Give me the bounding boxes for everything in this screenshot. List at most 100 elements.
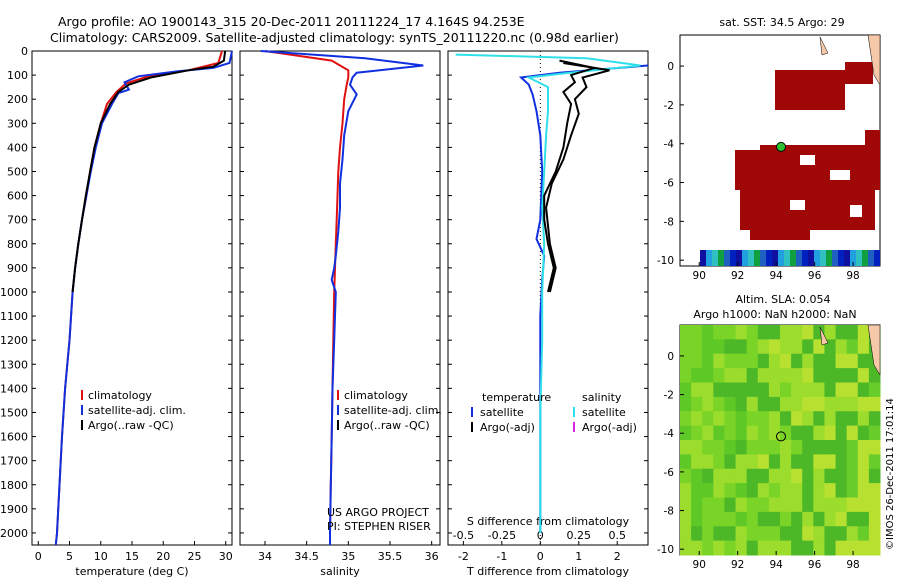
y-tick-label: 300 <box>7 117 28 130</box>
y-tick-label: 1800 <box>0 479 28 492</box>
sla-cell <box>680 411 692 427</box>
sla-cell <box>757 382 770 398</box>
sla-cell <box>813 468 825 484</box>
sst-strip-cell <box>700 250 706 266</box>
map-x-tick-label: 98 <box>846 270 859 282</box>
sla-cell <box>691 368 703 383</box>
series-line-difference-2 <box>543 59 599 293</box>
sla-cell <box>846 411 859 427</box>
sst-strip-cell <box>712 250 718 266</box>
sla-cell <box>691 440 703 455</box>
sla-cell <box>813 440 825 455</box>
argo-position-marker <box>776 141 787 152</box>
sla-cell <box>746 468 759 484</box>
sla-cell <box>780 353 792 369</box>
credit-pi: PI: STEPHEN RISER <box>327 520 431 533</box>
map-x-tick-label: 96 <box>808 270 822 282</box>
sla-cell <box>846 540 859 556</box>
legend-label: Argo(-adj) <box>582 421 637 434</box>
salinity-tick-label: -0.5 <box>453 529 474 542</box>
x-tick-label: 0 <box>537 550 544 563</box>
map-y-tick-label: -2 <box>664 390 674 402</box>
sst-cells <box>735 62 880 240</box>
map-y-tick-label: -10 <box>657 544 674 556</box>
sla-cell <box>791 511 803 527</box>
sla-cell <box>724 382 737 398</box>
sla-cell <box>824 468 837 484</box>
sla-cell <box>802 454 814 470</box>
sla-field <box>680 325 881 556</box>
credit-project: US ARGO PROJECT <box>327 506 429 519</box>
sla-cell <box>702 440 714 455</box>
x-tick-label: 25 <box>188 550 202 563</box>
sla-cell <box>680 325 692 340</box>
sla-cell <box>746 511 759 527</box>
y-tick-label: 2000 <box>0 527 28 540</box>
sla-cell <box>768 339 781 355</box>
sla-cell <box>857 368 870 383</box>
map-y-tick-label: 0 <box>667 61 674 73</box>
sst-strip-cell <box>838 250 844 266</box>
sla-cell <box>813 353 825 369</box>
sla-cell <box>724 411 737 427</box>
sla-cell <box>702 497 714 513</box>
sla-cell <box>791 440 803 455</box>
sla-cell <box>691 353 703 369</box>
sla-cell <box>746 540 759 556</box>
sla-cell <box>680 483 692 498</box>
x-tick-label: 5 <box>66 550 73 563</box>
sla-cell <box>702 382 714 398</box>
map-y-tick-label: -8 <box>664 506 674 518</box>
sla-cell <box>802 497 814 513</box>
y-tick-label: 1200 <box>0 334 28 347</box>
sla-cell <box>835 468 848 484</box>
sla-cell <box>768 454 781 470</box>
x-axis-label: salinity <box>320 565 360 578</box>
argo-position-marker <box>776 431 787 442</box>
sla-cell <box>835 353 848 369</box>
sla-cell <box>846 339 859 355</box>
x-tick-label: 35.5 <box>378 550 403 563</box>
sla-cell <box>735 526 748 542</box>
map-x-tick-label: 96 <box>808 559 822 571</box>
sla-cell <box>846 353 859 369</box>
sla-cell <box>824 425 837 441</box>
sla-cell <box>680 497 692 513</box>
sla-cell <box>813 483 825 498</box>
sla-cell <box>857 396 870 412</box>
sla-cell <box>746 368 759 383</box>
sla-cell <box>780 468 792 484</box>
sst-strip-cell <box>766 250 772 266</box>
sla-cell <box>713 497 725 513</box>
sla-cell <box>824 368 837 383</box>
sla-cell <box>846 425 859 441</box>
x-tick-label: 2 <box>614 550 621 563</box>
sla-cell <box>757 339 770 355</box>
salinity-tick-label: -0.25 <box>488 529 516 542</box>
sla-cell <box>802 411 814 427</box>
sla-cell <box>702 368 714 383</box>
sla-cell <box>757 425 770 441</box>
map-y-tick-label: -6 <box>664 178 675 190</box>
sla-cell <box>713 396 725 412</box>
sla-cell <box>724 339 737 355</box>
x-axis-label: T difference from climatology <box>466 565 629 578</box>
sla-cell <box>824 483 837 498</box>
legend-label: satellite-adj. clim. <box>88 404 186 417</box>
sla-cell <box>868 511 881 527</box>
sla-cell <box>680 468 692 484</box>
sla-cell <box>691 454 703 470</box>
map-x-tick-label: 92 <box>731 270 744 282</box>
sla-cell <box>824 325 837 340</box>
y-tick-label: 1300 <box>0 358 28 371</box>
sla-cell <box>768 353 781 369</box>
sla-cell <box>813 339 825 355</box>
sla-cell <box>757 440 770 455</box>
sla-cell <box>824 396 837 412</box>
sla-cell <box>768 483 781 498</box>
legend-label: Argo(..raw -QC) <box>344 419 430 432</box>
sla-cell <box>824 454 837 470</box>
sla-cell <box>680 511 692 527</box>
x-axis-label: temperature (deg C) <box>75 565 188 578</box>
sst-strip-cell <box>754 250 760 266</box>
